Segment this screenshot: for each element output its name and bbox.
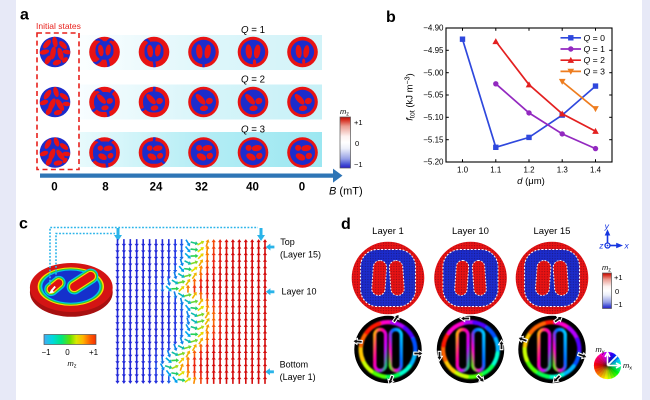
svg-text:1.3: 1.3 [557,166,569,175]
svg-text:−5.15: −5.15 [423,135,444,144]
svg-text:x: x [624,240,630,250]
svg-text:24: 24 [150,182,163,194]
svg-text:0: 0 [65,348,70,357]
svg-text:−5.05: −5.05 [423,91,444,100]
svg-text:y: y [604,221,610,231]
svg-text:Q = 0: Q = 0 [584,33,606,43]
svg-text:−1: −1 [41,348,51,357]
svg-text:−1: −1 [614,300,623,309]
svg-text:Q = 2: Q = 2 [241,75,265,86]
svg-text:Bottom: Bottom [280,359,309,369]
svg-text:1.0: 1.0 [457,166,469,175]
svg-text:Q = 1: Q = 1 [241,25,265,36]
svg-text:mz: mz [68,359,77,370]
svg-text:b: b [386,9,396,26]
svg-text:ftot (kJ m−3): ftot (kJ m−3) [405,73,417,120]
svg-text:mz: mz [340,107,349,118]
svg-text:−4.90: −4.90 [423,24,444,33]
svg-text:mx: mx [623,361,632,372]
svg-text:40: 40 [246,182,259,194]
svg-text:Layer 10: Layer 10 [282,287,317,297]
svg-text:0: 0 [355,139,359,148]
svg-text:1.4: 1.4 [590,166,602,175]
svg-text:Q = 3: Q = 3 [584,66,606,76]
svg-text:(Layer 1): (Layer 1) [280,372,316,382]
svg-text:my: my [596,345,605,356]
svg-text:Top: Top [280,237,295,247]
svg-text:8: 8 [102,182,109,194]
svg-text:Layer 1: Layer 1 [372,226,404,237]
svg-text:Q = 1: Q = 1 [584,44,606,54]
svg-text:−4.95: −4.95 [423,46,444,55]
svg-text:0: 0 [51,182,57,194]
svg-text:mz: mz [602,263,611,274]
svg-text:32: 32 [195,182,208,194]
svg-text:0: 0 [615,287,619,296]
svg-text:B (mT): B (mT) [329,186,363,198]
svg-text:1.2: 1.2 [523,166,535,175]
svg-text:−1: −1 [354,160,363,169]
svg-text:Q = 2: Q = 2 [584,55,606,65]
svg-text:(Layer 15): (Layer 15) [280,250,321,260]
svg-text:0: 0 [299,182,305,194]
svg-text:−5.20: −5.20 [423,158,444,167]
svg-text:d: d [341,216,351,233]
svg-text:Layer 10: Layer 10 [452,226,489,237]
svg-text:d (μm): d (μm) [517,176,545,187]
svg-text:a: a [20,7,29,24]
svg-text:−5.10: −5.10 [423,113,444,122]
svg-text:+1: +1 [354,118,363,127]
svg-text:Initial states: Initial states [36,21,81,31]
svg-text:Layer 15: Layer 15 [534,226,571,237]
svg-text:+1: +1 [89,348,99,357]
svg-text:z: z [598,240,604,250]
svg-text:−5.00: −5.00 [423,68,444,77]
svg-text:c: c [19,216,28,233]
svg-text:1.1: 1.1 [490,166,502,175]
svg-text:+1: +1 [614,273,623,282]
svg-text:Q = 3: Q = 3 [241,125,265,136]
